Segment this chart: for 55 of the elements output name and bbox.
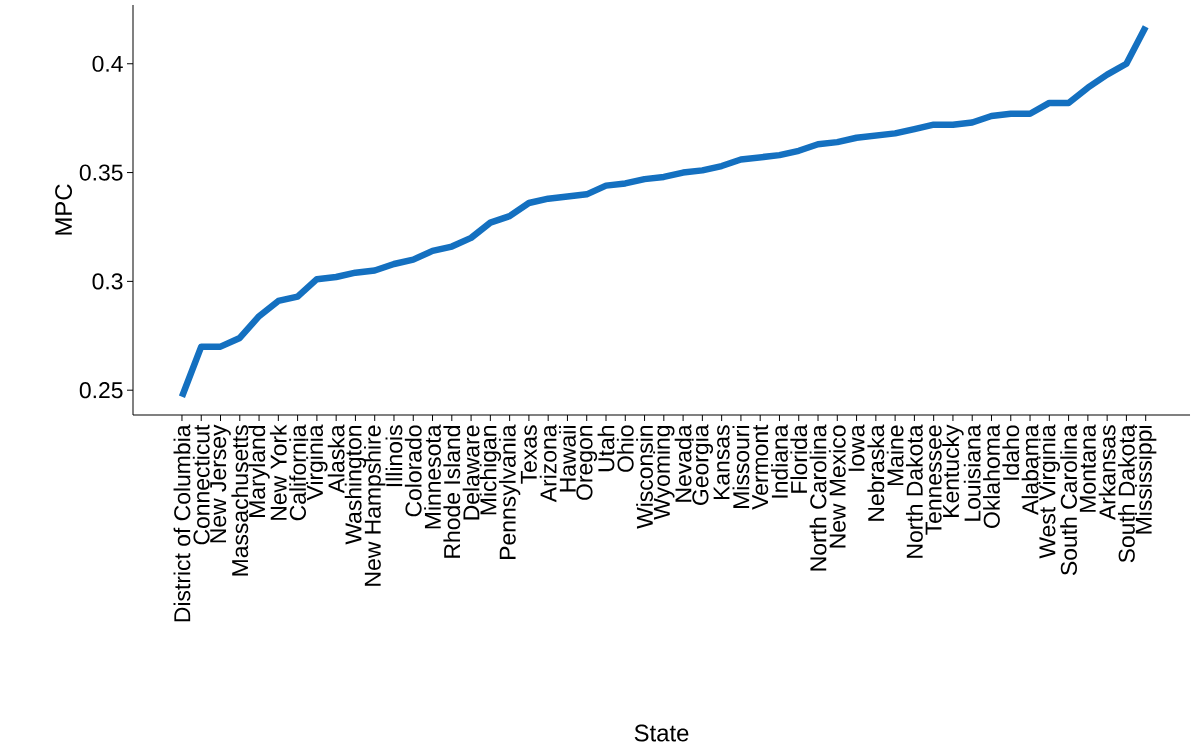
x-tick-label: Wisconsin <box>636 426 653 529</box>
x-tick-label: Texas <box>520 425 537 484</box>
x-tick-label: Nebraska <box>867 424 885 521</box>
y-tick-label: 0.3 <box>92 273 123 290</box>
x-tick-label: Delaware <box>462 425 480 520</box>
x-tick-label: Iowa <box>848 424 865 471</box>
x-tick-label: West Virginia <box>1038 424 1060 559</box>
y-tick-label: 0.25 <box>79 382 123 399</box>
x-tick-label: Indiana <box>771 424 788 498</box>
x-tick-label: Nevada <box>674 424 692 502</box>
x-tick-label: Tennessee <box>925 425 942 535</box>
x-tick-label: South Carolina <box>1060 424 1077 576</box>
y-axis-title: MPC <box>55 184 73 235</box>
x-tick-label: Arkansas <box>1098 425 1116 520</box>
x-tick-label: New Mexico <box>828 425 846 548</box>
x-tick-label: Maryland <box>248 426 270 517</box>
y-tick-label: 0.4 <box>92 55 123 72</box>
x-tick-label: Oklahoma <box>983 424 1000 528</box>
x-tick-label: Arizona <box>539 424 557 503</box>
x-tick-label: New Hampshire <box>364 425 386 586</box>
x-tick-label: North Dakota <box>905 424 923 558</box>
x-tick-label: Mississippi <box>1135 426 1157 534</box>
x-tick-label: Connecticut <box>192 424 210 545</box>
x-tick-label: Maine <box>886 425 904 486</box>
x-tick-label: South Dakota <box>1117 424 1135 563</box>
x-tick-label: Louisiana <box>963 424 981 521</box>
x-tick-label: Colorado <box>404 425 422 517</box>
x-tick-label: Massachusetts <box>231 425 249 576</box>
x-tick-label: Alaska <box>327 424 345 494</box>
x-axis-title: State <box>634 724 689 742</box>
x-tick-label: Washington <box>344 426 367 545</box>
x-tick-label: Missouri <box>732 426 750 508</box>
x-tick-label: Alabama <box>1021 424 1039 515</box>
x-tick-label: District of Columbia <box>173 424 191 622</box>
x-tick-label: Utah <box>597 426 615 472</box>
x-tick-label: Minnesota <box>424 424 441 529</box>
x-tick-label: California <box>289 424 307 521</box>
x-tick-label: Kansas <box>713 425 730 500</box>
x-tick-label: Kentucky <box>942 424 964 517</box>
x-tick-label: New York <box>269 424 287 520</box>
x-tick-label: Vermont <box>752 424 769 510</box>
x-tick-label: Ohio <box>616 425 634 472</box>
x-tick-label: Wyoming <box>653 425 675 520</box>
x-tick-label: Florida <box>790 424 808 493</box>
x-tick-label: Oregon <box>576 426 598 500</box>
x-tick-label: Montana <box>1079 424 1096 512</box>
x-tick-label: Illinois <box>385 425 403 487</box>
x-tick-label: Hawaii <box>559 426 576 492</box>
x-tick-label: Virginia <box>306 424 328 501</box>
x-tick-label: Rhode Island <box>443 426 461 558</box>
x-tick-label: North Carolina <box>809 424 827 571</box>
y-tick-label: 0.35 <box>79 164 123 181</box>
x-tick-label: New Jersey <box>210 424 231 543</box>
x-tick-label: Idaho <box>1002 425 1020 480</box>
x-tick-label: Georgia <box>691 424 714 505</box>
